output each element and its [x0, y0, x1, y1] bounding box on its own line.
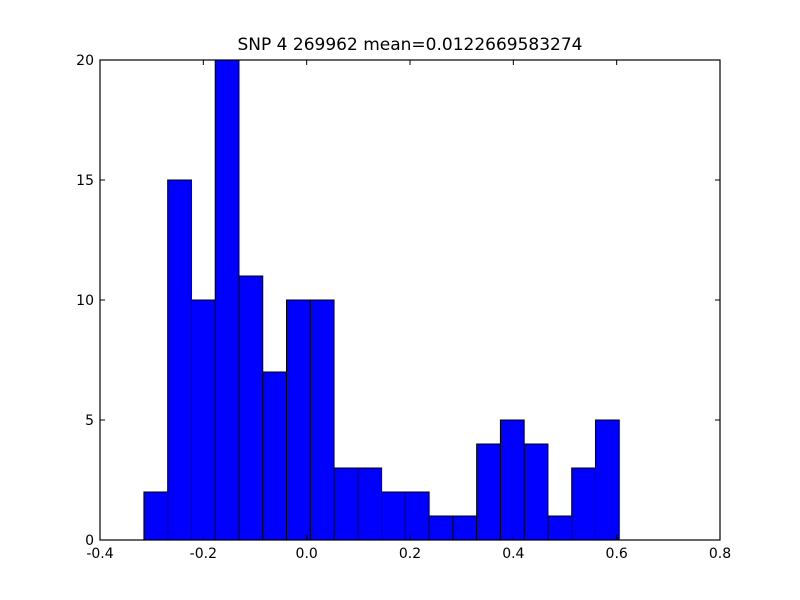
y-tick-label-1: 5: [85, 413, 94, 429]
x-tick-label-6: 0.8: [709, 546, 731, 562]
histogram-bar-10: [381, 491, 406, 541]
x-tick-label-1: -0.2: [190, 546, 217, 562]
chart-title: SNP 4 269962 mean=0.0122669583274: [238, 35, 583, 55]
x-tick-label-4: 0.4: [502, 546, 524, 562]
y-tick-label-3: 15: [76, 173, 94, 189]
histogram-bar-7: [309, 299, 335, 541]
histogram-bar-3: [214, 59, 240, 541]
histogram-bar-17: [547, 515, 573, 541]
histogram-bar-12: [428, 515, 454, 541]
histogram-bar-2: [190, 299, 216, 541]
histogram-bar-19: [594, 419, 620, 541]
x-tick-label-2: 0.0: [296, 546, 318, 562]
histogram-bar-1: [167, 179, 192, 541]
histogram-bar-16: [523, 443, 549, 541]
plot-frame: [99, 59, 721, 541]
histogram-bar-9: [357, 467, 383, 541]
histogram-bar-4: [238, 275, 264, 541]
histogram-bar-8: [333, 467, 359, 541]
histogram-bar-13: [452, 515, 478, 541]
y-tick-label-4: 20: [76, 53, 94, 69]
histogram-bar-0: [143, 491, 169, 541]
histogram-bar-11: [404, 491, 430, 541]
histogram-bar-15: [499, 419, 525, 541]
histogram-bar-5: [262, 371, 288, 541]
x-tick-label-3: 0.2: [399, 546, 421, 562]
histogram-bar-14: [476, 443, 501, 541]
bars-layer: [143, 59, 620, 541]
y-tick-label-0: 0: [85, 533, 94, 549]
x-tick-label-5: 0.6: [606, 546, 628, 562]
histogram-bar-6: [286, 299, 311, 541]
y-tick-label-2: 10: [76, 293, 94, 309]
x-tick-label-0: -0.4: [86, 546, 113, 562]
histogram-bar-18: [571, 467, 596, 541]
